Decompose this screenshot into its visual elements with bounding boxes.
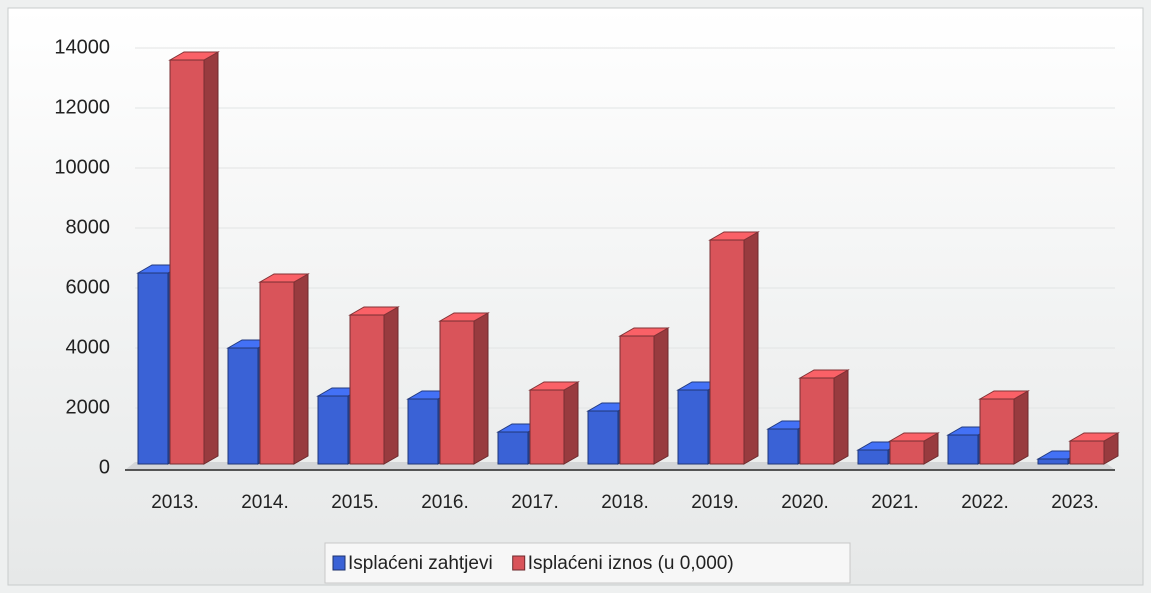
bar: [857, 449, 889, 465]
bar-side: [473, 312, 489, 465]
bar: [799, 377, 835, 465]
y-tick-label: 8000: [66, 216, 111, 238]
y-tick-label: 14000: [54, 36, 110, 58]
y-tick-label: 2000: [66, 396, 111, 418]
bar: [439, 320, 475, 465]
bar: [587, 410, 619, 465]
x-tick-label: 2023.: [1051, 492, 1099, 513]
y-tick-label: 12000: [54, 96, 110, 118]
bar: [137, 272, 169, 465]
bar: [889, 440, 925, 465]
bar: [1069, 440, 1105, 465]
bar: [677, 389, 709, 465]
bar-side: [293, 273, 309, 465]
x-tick-label: 2013.: [151, 492, 199, 513]
bar-side: [743, 231, 759, 465]
bar: [709, 239, 745, 465]
bar: [619, 335, 655, 465]
bar: [767, 428, 799, 465]
bar-side: [653, 327, 669, 465]
bar-side: [383, 306, 399, 465]
x-tick-label: 2016.: [421, 492, 469, 513]
bar: [529, 389, 565, 465]
bar: [947, 434, 979, 465]
x-tick-label: 2021.: [871, 492, 919, 513]
bar: [317, 395, 349, 465]
bar: [259, 281, 295, 465]
bar: [979, 398, 1015, 465]
x-tick-label: 2020.: [781, 492, 829, 513]
bar: [497, 431, 529, 465]
legend-label: Isplaćeni iznos (u 0,000): [528, 553, 734, 574]
y-tick-label: 10000: [54, 156, 110, 178]
bar-side: [833, 369, 849, 465]
legend-swatch: [332, 555, 346, 571]
y-tick-label: 4000: [66, 336, 111, 358]
legend-swatch: [512, 555, 526, 571]
bar: [1037, 458, 1069, 465]
y-tick-label: 6000: [66, 276, 111, 298]
x-tick-label: 2015.: [331, 492, 379, 513]
x-tick-label: 2014.: [241, 492, 289, 513]
bar: [169, 59, 205, 465]
legend-box: [324, 542, 851, 584]
bar-side: [203, 51, 219, 465]
bar-side: [1013, 390, 1029, 465]
x-tick-label: 2017.: [511, 492, 559, 513]
legend-label: Isplaćeni zahtjevi: [348, 553, 493, 574]
bar-side: [563, 381, 579, 465]
x-tick-label: 2019.: [691, 492, 739, 513]
bar: [349, 314, 385, 465]
x-tick-label: 2018.: [601, 492, 649, 513]
x-tick-label: 2022.: [961, 492, 1009, 513]
bar: [407, 398, 439, 465]
y-tick-label: 0: [99, 456, 110, 478]
bar: [227, 347, 259, 465]
plot: 0 2000 4000 6000 8000 10000 12000 14000 2013. 201…: [54, 36, 1120, 513]
